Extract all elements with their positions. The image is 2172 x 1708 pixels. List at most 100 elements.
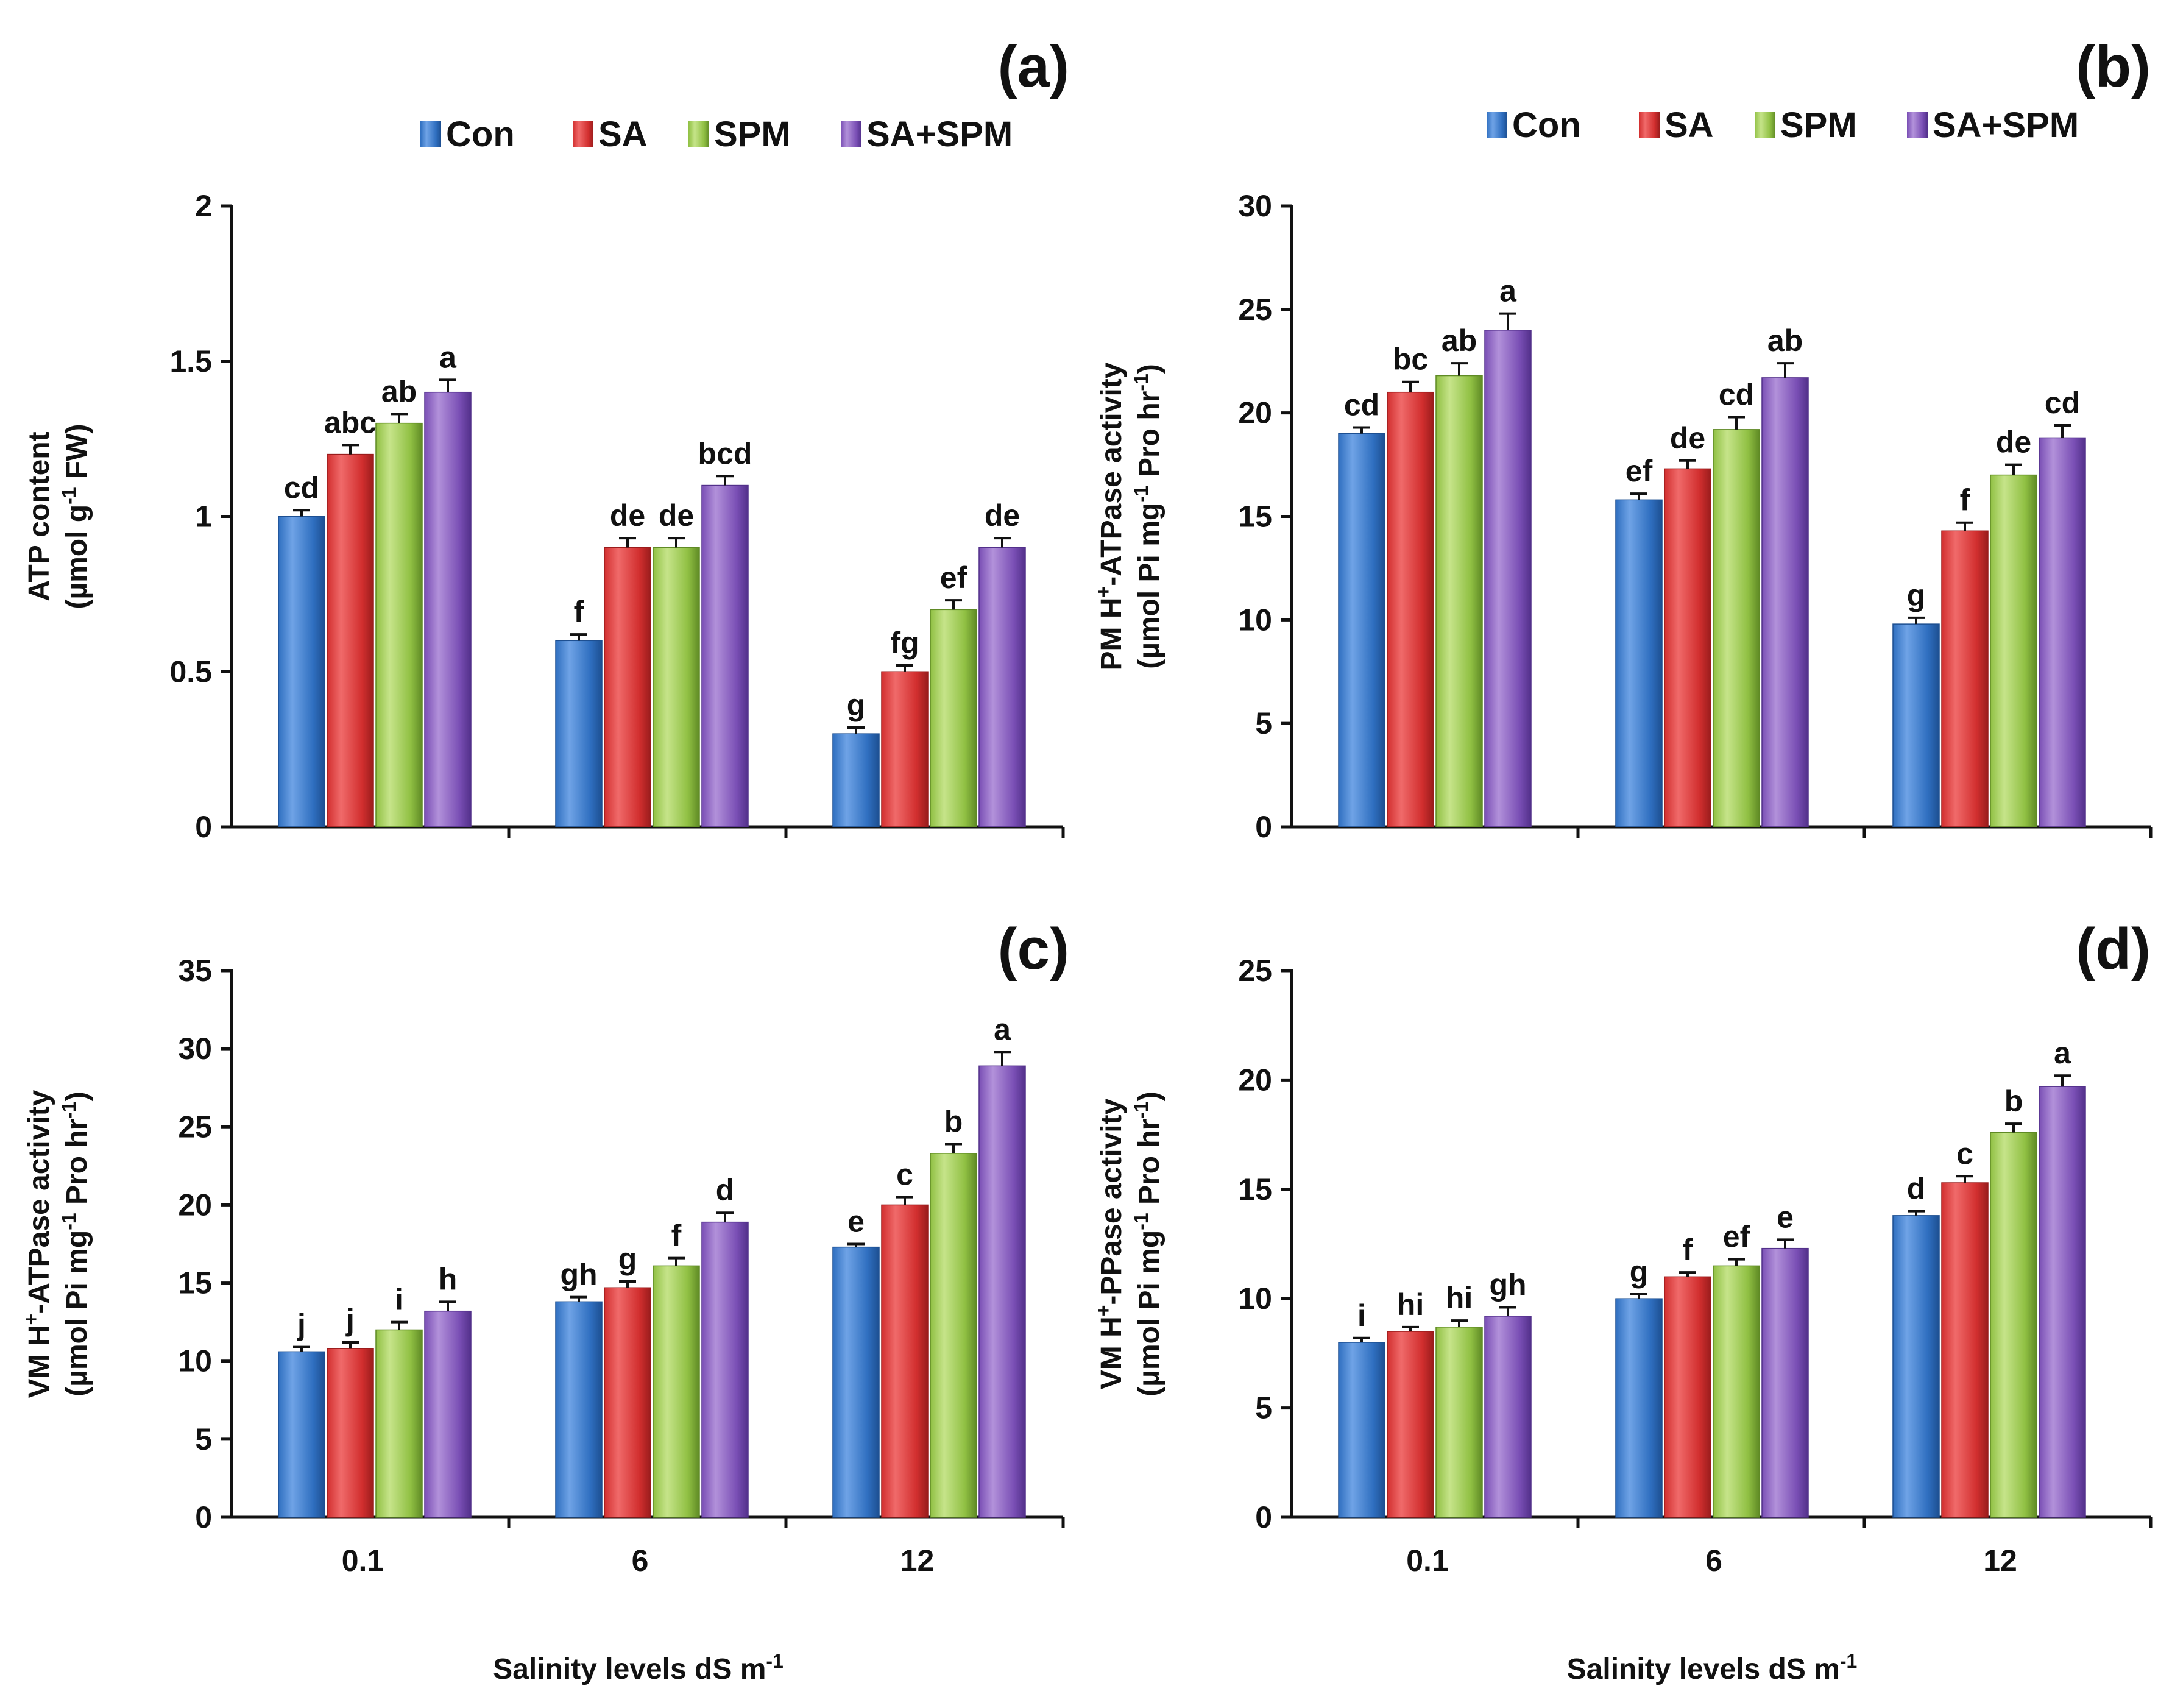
bar-sa-plus-spm [701, 1221, 749, 1518]
y-tick-label: 0 [1255, 810, 1272, 844]
significance-letter: j [297, 1308, 306, 1342]
y-tick-label: 15 [1238, 1172, 1272, 1207]
significance-letter: ab [1442, 324, 1477, 358]
y-tick-label: 10 [178, 1344, 212, 1378]
bar-spm [1713, 1265, 1760, 1518]
y-tick-label: 5 [1255, 1391, 1272, 1425]
significance-letter: cd [284, 470, 319, 505]
legend-swatch-con [420, 121, 441, 147]
bar-con [555, 1301, 603, 1518]
y-axis-title-line1: VM H+-PPase activity [1092, 1098, 1128, 1389]
panel-label-a: (a) [998, 34, 1069, 99]
bar-sa [1941, 1182, 1989, 1518]
bar-sa-plus-spm [1484, 330, 1532, 827]
panel-label-b: (b) [2076, 34, 2151, 99]
y-tick-label: 25 [178, 1110, 212, 1144]
bar-spm [653, 1265, 700, 1518]
significance-letter: e [847, 1205, 865, 1239]
y-tick-label: 2 [195, 189, 212, 223]
x-tick-label: 0.1 [342, 1543, 384, 1578]
y-tick-label: 20 [1238, 1063, 1272, 1097]
bar-sa [604, 547, 651, 827]
x-axis-title: Salinity levels dS m-1 [1567, 1650, 1858, 1685]
bar-sa [1664, 1276, 1711, 1518]
x-tick-label: 6 [632, 1543, 649, 1578]
bar-sa [604, 1287, 651, 1518]
y-tick-label: 25 [1238, 292, 1272, 327]
significance-letter: g [847, 688, 866, 722]
x-axis-title: Salinity levels dS m-1 [493, 1650, 784, 1685]
y-axis-title-line1: ATP content [23, 431, 55, 601]
significance-letter: bcd [698, 436, 752, 470]
y-axis-title-line1: VM H+-ATPase activity [20, 1090, 55, 1398]
significance-letter: cd [2045, 386, 2080, 420]
bar-spm [1990, 474, 2037, 827]
bar-con [1892, 1215, 1940, 1518]
bar-spm [1713, 429, 1760, 827]
y-axis-title-line1: PM H+-ATPase activity [1092, 362, 1128, 670]
significance-letter: f [574, 595, 584, 629]
bar-sa [1664, 468, 1711, 827]
significance-letter: fg [890, 626, 919, 660]
significance-letter: b [944, 1104, 963, 1138]
significance-letter: h [439, 1262, 458, 1296]
bar-con [1615, 1298, 1663, 1518]
bar-sa-plus-spm [978, 1065, 1026, 1518]
y-tick-label: 30 [178, 1032, 212, 1066]
bar-sa-plus-spm [424, 391, 472, 827]
bar-sa [881, 671, 929, 827]
y-axis-title-line2: (µmol g-1 FW) [58, 423, 93, 609]
y-tick-label: 0 [1255, 1500, 1272, 1534]
significance-letter: a [1499, 274, 1517, 308]
x-tick-label: 6 [1705, 1543, 1722, 1578]
significance-letter: f [671, 1219, 682, 1253]
bar-sa [1941, 530, 1989, 827]
significance-letter: i [395, 1283, 403, 1317]
y-axis-title-line2: (µmol Pi mg-1 Pro hr-1) [1130, 364, 1166, 669]
significance-letter: j [345, 1303, 355, 1337]
bar-con [278, 516, 325, 827]
legend-swatch-con [1487, 112, 1507, 138]
panel-b: (b) Con SA SPM SA+SPM PM H+-ATPase activity (µ… [1092, 34, 2153, 844]
panel-c: (c) VM H+-ATPase activity (µmol Pi mg-1 Pr… [20, 916, 1069, 1685]
y-tick-label: 25 [1238, 954, 1272, 988]
y-tick-label: 5 [1255, 706, 1272, 740]
x-tick-label: 12 [900, 1543, 935, 1578]
y-tick-label: 20 [178, 1188, 212, 1222]
bar-sa [881, 1204, 929, 1518]
significance-letter: e [1777, 1200, 1794, 1234]
bar-sa-plus-spm [1761, 1247, 1809, 1518]
y-tick-label: 1.5 [169, 344, 212, 378]
legend-label: SA [1664, 105, 1714, 145]
panel-label-d: (d) [2076, 916, 2151, 982]
legend-swatch-sa-plus-spm [1907, 112, 1928, 138]
bar-con [278, 1351, 325, 1518]
bar-con [832, 733, 880, 827]
significance-letter: hi [1446, 1281, 1473, 1315]
bar-sa [1387, 391, 1434, 827]
significance-letter: de [1996, 425, 2031, 459]
significance-letter: gh [1489, 1268, 1526, 1302]
x-tick-label: 0.1 [1406, 1543, 1449, 1578]
legend-b: Con SA SPM SA+SPM [1487, 105, 2079, 145]
bar-sa-plus-spm [1761, 377, 1809, 827]
panel-a: (a) Con SA SPM SA+SPM ATP content (µmol g-1 FW… [23, 34, 1069, 844]
y-tick-label: 20 [1238, 396, 1272, 430]
significance-letter: ab [1767, 324, 1803, 358]
legend-label: SA [598, 115, 648, 154]
legend-swatch-spm [688, 121, 709, 147]
legend-label: SPM [714, 115, 791, 154]
bar-sa-plus-spm [701, 484, 749, 827]
y-tick-label: 0 [195, 1500, 212, 1534]
significance-letter: a [439, 340, 457, 374]
significance-letter: c [896, 1158, 913, 1192]
significance-letter: d [1907, 1172, 1926, 1206]
bar-sa [1387, 1331, 1434, 1518]
legend-label: Con [1512, 105, 1581, 145]
bar-sa [327, 1348, 374, 1518]
y-axis-title-line2: (µmol Pi mg-1 Pro hr-1) [58, 1091, 93, 1397]
significance-letter: c [1956, 1136, 1973, 1171]
significance-letter: f [1960, 483, 1970, 517]
significance-letter: a [994, 1012, 1011, 1046]
